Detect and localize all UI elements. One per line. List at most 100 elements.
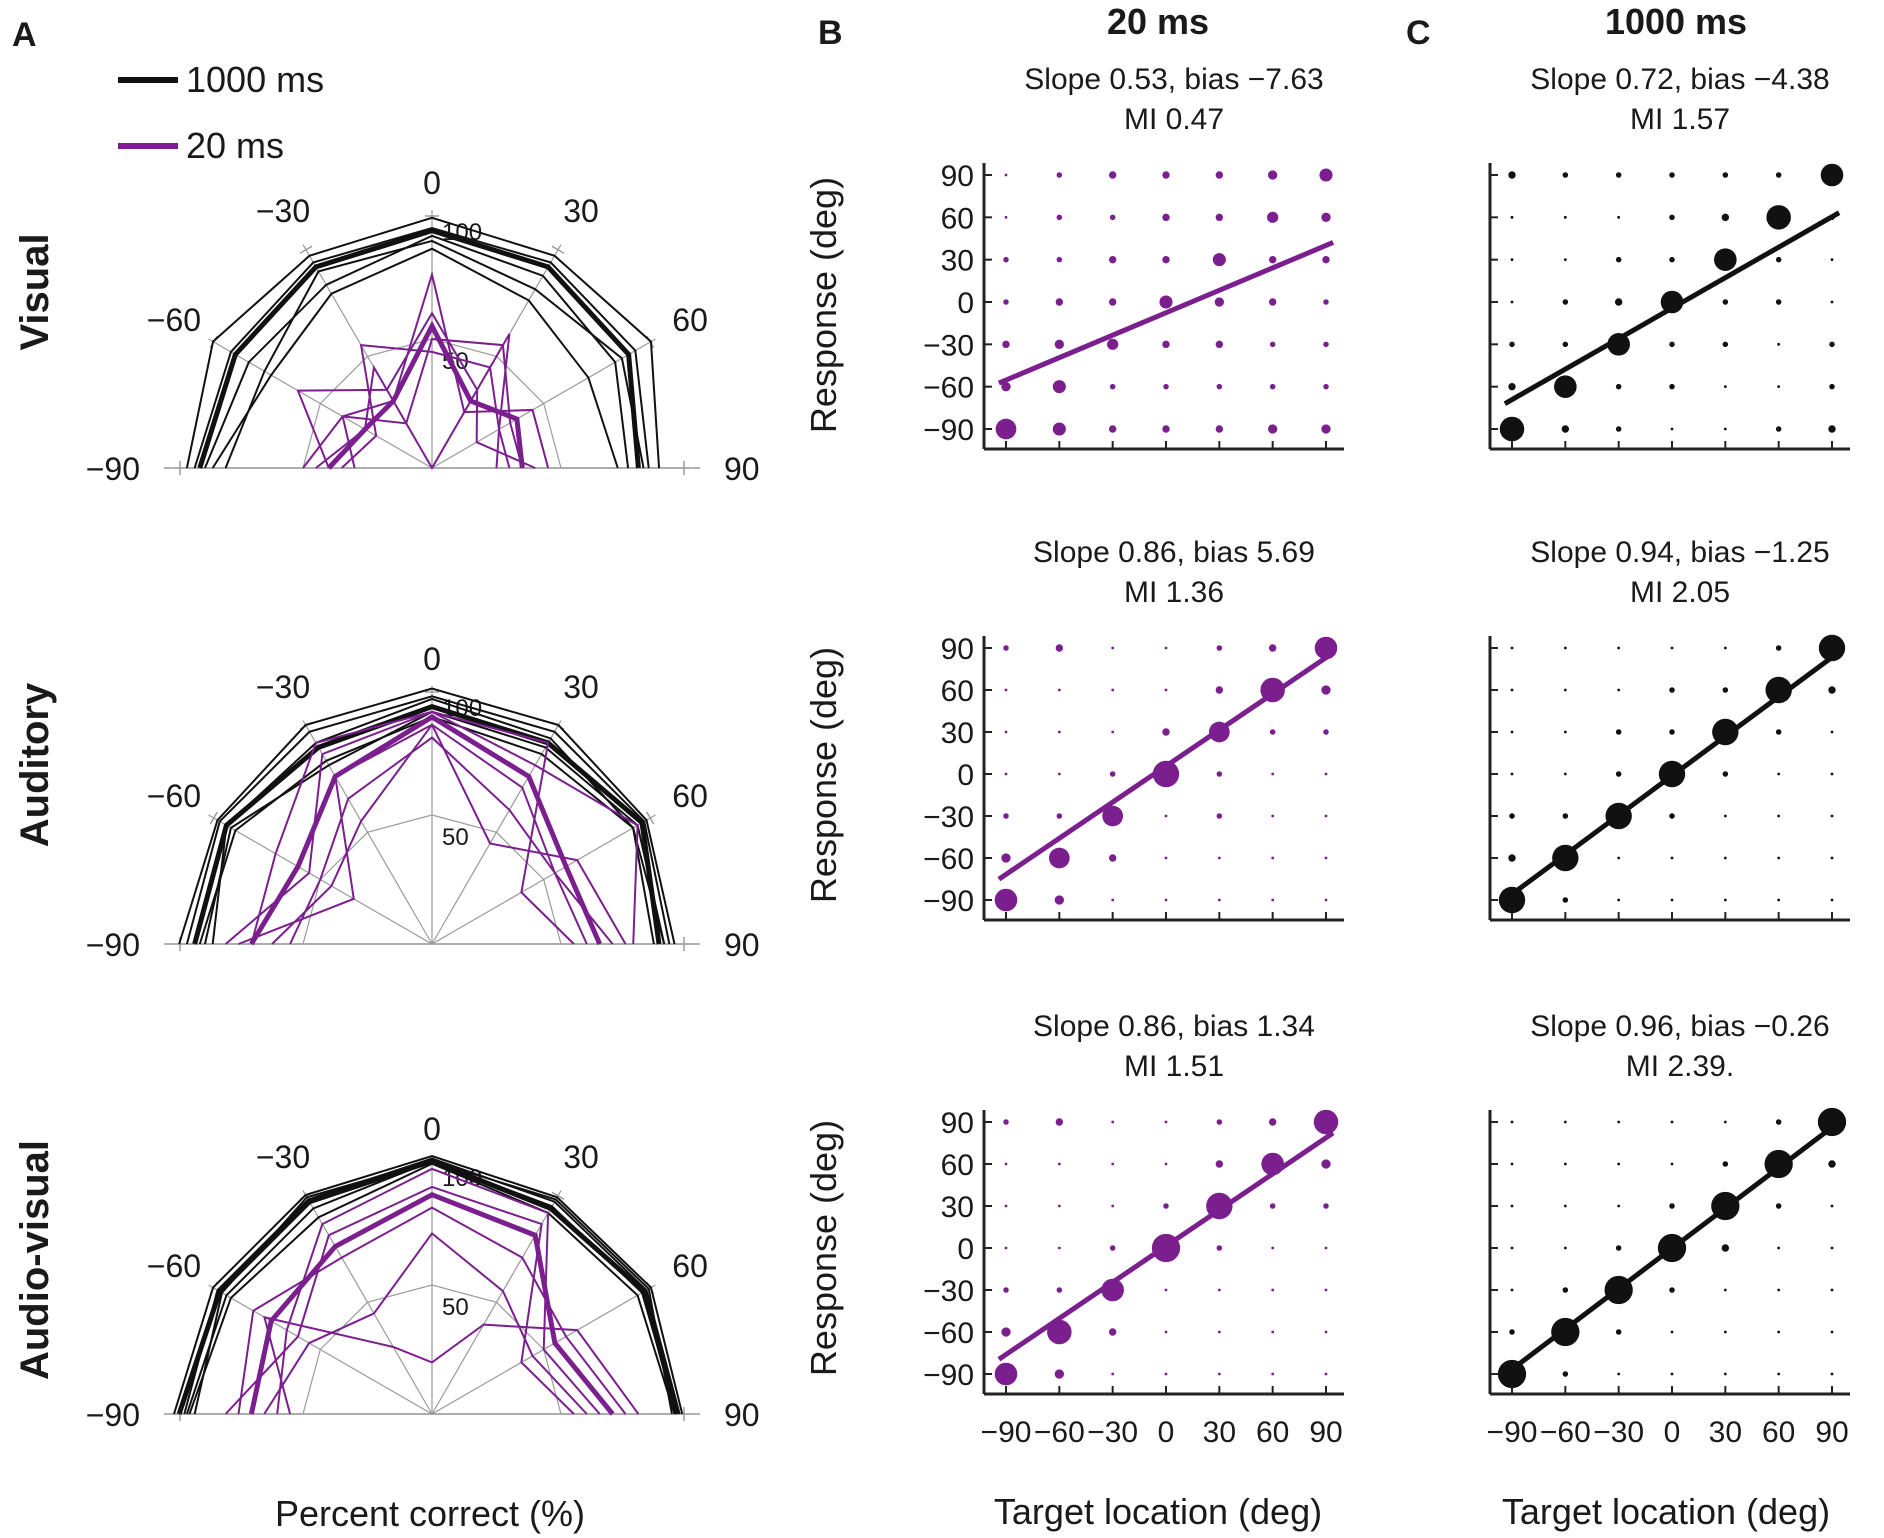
response-dot	[1003, 256, 1009, 263]
response-dot	[1509, 813, 1515, 819]
response-dot	[1669, 214, 1675, 221]
response-dot	[1561, 425, 1570, 433]
response-dot	[1212, 253, 1226, 267]
response-dot	[1107, 338, 1119, 350]
response-dot	[1055, 1118, 1064, 1126]
x-tick-label: 60	[1256, 1416, 1289, 1449]
response-dot	[1508, 382, 1516, 391]
response-dot	[1563, 1204, 1567, 1208]
response-dot	[1617, 856, 1621, 860]
response-dot	[1108, 255, 1117, 264]
response-dot	[1003, 299, 1009, 305]
response-dot	[1669, 341, 1675, 348]
response-dot	[1670, 856, 1674, 860]
polar-series-1000ms-individual	[188, 1162, 676, 1415]
response-dot	[1323, 1203, 1329, 1209]
x-tick-label: 0	[1664, 1416, 1681, 1449]
response-dot	[1215, 340, 1224, 349]
response-dot	[1607, 333, 1630, 356]
legend-label-20ms: 20 ms	[186, 125, 284, 166]
polar-series-20ms-individual	[341, 337, 524, 469]
response-dot	[1162, 171, 1170, 179]
response-dot	[1830, 300, 1834, 304]
response-dot	[1111, 1120, 1115, 1124]
response-dot	[1004, 730, 1008, 734]
response-dot	[1047, 1319, 1072, 1345]
panel-label-c: C	[1406, 14, 1431, 52]
x-tick-label: 30	[1203, 1416, 1236, 1449]
response-dot	[1563, 646, 1567, 650]
polar-series-20ms-individual	[224, 1185, 575, 1415]
response-dot	[1722, 172, 1729, 178]
response-dot	[1217, 1372, 1221, 1376]
scatter-title-fit: Slope 0.94, bias −1.25	[1530, 536, 1829, 569]
response-dot	[1615, 729, 1622, 735]
response-dot	[1614, 298, 1623, 306]
response-dot	[1563, 258, 1567, 262]
response-dot	[1271, 772, 1275, 776]
response-dot	[1775, 299, 1782, 305]
response-dot	[1163, 383, 1169, 390]
x-tick-label: 90	[1309, 1416, 1342, 1449]
response-dot	[1554, 375, 1577, 398]
response-dot	[1669, 813, 1675, 819]
response-dot	[1498, 886, 1526, 914]
response-dot	[1057, 1162, 1061, 1166]
polar-series-20ms-mean	[249, 714, 602, 946]
scatter-panel-1000ms-visual: Slope 0.72, bias −4.38 MI 1.57	[1488, 63, 1850, 451]
polar-tick	[299, 245, 313, 254]
scatter-title-fit: Slope 0.96, bias −0.26	[1530, 1010, 1829, 1043]
response-dot	[1669, 729, 1675, 735]
polar-angle-label: 60	[672, 778, 708, 814]
scatter-panel-20ms-auditory: −90 −60 −30 0 30 60 90 Slope 0.86, bias 5.69 MI …	[923, 536, 1344, 922]
x-axis-label-20ms: Target location (deg)	[994, 1491, 1322, 1532]
response-dot	[1562, 341, 1569, 348]
response-dot	[1829, 341, 1835, 348]
response-dot	[1670, 427, 1674, 431]
polar-series-1000ms-individual	[224, 239, 645, 469]
response-dot	[1510, 730, 1514, 734]
response-dot	[1775, 1119, 1782, 1125]
x-tick-label: −90	[981, 1416, 1032, 1449]
polar-series-1000ms-individual	[185, 216, 661, 469]
y-tick-label: −60	[923, 372, 974, 405]
response-dot	[1562, 897, 1569, 903]
response-dot	[1217, 856, 1221, 860]
response-dot	[1617, 215, 1621, 219]
response-dot	[1323, 383, 1329, 390]
response-dot	[1164, 646, 1168, 650]
scatter-title-mi: MI 0.47	[1124, 103, 1224, 136]
polar-radial-label-50: 50	[442, 1294, 469, 1321]
response-dot	[1324, 1372, 1328, 1376]
response-dot	[1324, 1246, 1328, 1250]
response-dot	[1499, 416, 1525, 442]
response-dot	[1269, 341, 1276, 348]
response-dot	[1162, 728, 1170, 736]
response-dot	[1670, 1162, 1674, 1166]
legend: 1000 ms 20 ms	[118, 59, 324, 166]
y-tick-label: 60	[941, 675, 974, 708]
scatter-title-fit: Slope 0.86, bias 5.69	[1033, 536, 1315, 569]
polar-angle-label: 60	[672, 302, 708, 338]
response-dot	[1830, 1372, 1834, 1376]
response-dot	[1775, 256, 1782, 263]
response-dot	[1269, 383, 1276, 390]
response-dot	[1562, 299, 1569, 305]
response-dot	[1777, 898, 1781, 902]
regression-line	[997, 1130, 1335, 1362]
response-dot	[994, 1362, 1018, 1386]
polar-angle-label: 0	[423, 1111, 441, 1147]
response-dot	[1510, 215, 1514, 219]
y-tick-label: 30	[941, 717, 974, 750]
response-dot	[1054, 895, 1064, 905]
response-dot	[1162, 340, 1170, 349]
scatter-title-fit: Slope 0.72, bias −4.38	[1530, 63, 1829, 96]
polar-angle-label: 90	[724, 927, 760, 963]
y-tick-label: 90	[941, 1107, 974, 1140]
response-dot	[1217, 898, 1221, 902]
response-dot	[1830, 1246, 1834, 1250]
response-dot	[1669, 256, 1675, 263]
polar-series-20ms-individual	[250, 710, 575, 945]
scatter-title-mi: MI 2.39.	[1626, 1050, 1734, 1083]
